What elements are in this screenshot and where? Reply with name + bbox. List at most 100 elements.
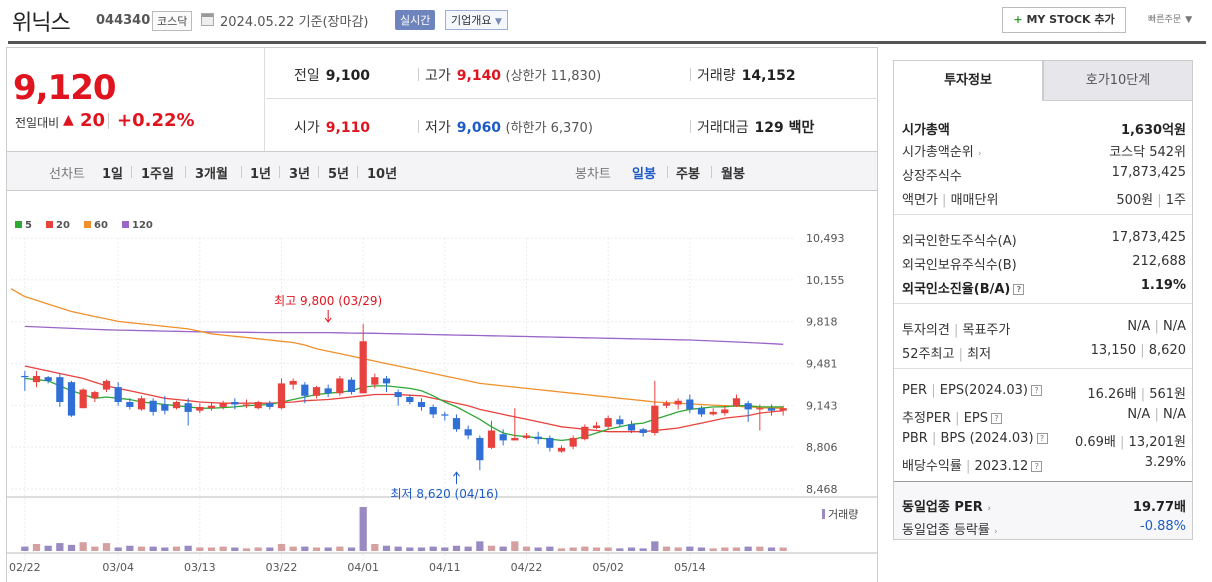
tab-order-book[interactable]: 호가10단계 [1043, 60, 1193, 101]
volume-bar [592, 547, 601, 551]
candle-body [756, 408, 764, 410]
volume-bar [371, 543, 379, 551]
candle-body [592, 425, 601, 429]
candle-tab-monthly[interactable]: 월봉 [721, 167, 745, 182]
my-stock-add-button[interactable]: + MY STOCK 추가 [1002, 7, 1126, 33]
candlestick-chart-svg[interactable]: 5 20 60 120 10,493 10,155 9,818 9,481 9,143 8,806… [7, 191, 877, 582]
candle-body [476, 437, 484, 461]
quick-order-label: 빠른주문 [1148, 15, 1182, 25]
x-tick-label: 02/22 [9, 561, 41, 574]
divider [357, 166, 358, 178]
stock-header: 위닉스 044340 코스닥 2024.05.22 기준(장마감) 실시간 기업… [8, 0, 1206, 44]
period-tab-3y[interactable]: 3년 [289, 167, 311, 182]
volume-bar [487, 545, 496, 551]
diff-label: 전일대비 [15, 116, 60, 130]
sector-rate-label: 동일업종 등락률 › [902, 519, 998, 538]
low-value: 9,060 [456, 120, 502, 136]
help-icon[interactable]: ? [1031, 461, 1043, 472]
x-tick-label: 03/04 [102, 561, 134, 574]
candle-body [161, 404, 169, 411]
candle-tab-daily[interactable]: 일봉 [632, 167, 656, 182]
y-tick-label: 8,806 [806, 441, 838, 454]
volume-bar [464, 546, 472, 551]
per-eps-value: 16.26배 | 561원 [1087, 383, 1186, 402]
target-value: N/A [1163, 319, 1186, 334]
candle-body [371, 377, 379, 385]
tab-investment-info[interactable]: 투자정보 [893, 60, 1043, 101]
volume-bar [254, 547, 262, 551]
volume-legend-label: 거래량 [828, 508, 858, 521]
divider [131, 166, 132, 178]
eps-value: 561원 [1149, 387, 1186, 402]
cap-rank-row[interactable]: 시가총액순위 › 코스닥 542위 [902, 139, 1186, 161]
period-tab-1d[interactable]: 1일 [102, 167, 124, 182]
volume-bar [44, 545, 52, 551]
foreign-hold-row: 외국인보유주식수(B) 212,688 [902, 252, 1186, 274]
help-icon[interactable]: ? [991, 413, 1002, 424]
volume: 거래량 14,152 [690, 65, 796, 85]
dividend-label: 배당수익률 | 2023.12? [902, 455, 1043, 474]
candle-body [79, 389, 87, 409]
candle-body [441, 414, 449, 416]
volume-bar [686, 546, 694, 551]
pbr-label: PBR [902, 431, 928, 446]
period-tab-1w[interactable]: 1주일 [141, 167, 174, 182]
quick-order-button[interactable]: 빠른주문 ▼ [1148, 11, 1192, 26]
candle-chart-label[interactable]: 봉차트 [575, 167, 611, 182]
divider [894, 214, 1192, 215]
sector-per-row[interactable]: 동일업종 PER › 19.77배 [902, 494, 1186, 516]
candle-tab-weekly[interactable]: 주봉 [676, 167, 700, 182]
legend-label: 60 [94, 220, 108, 231]
help-icon[interactable]: ? [1013, 284, 1025, 295]
current-price-block: 9,120 전일대비 ▲ 20 +0.22% [7, 48, 265, 151]
candle-body [779, 408, 787, 411]
opinion-row: 투자의견 | 목표주가 N/A | N/A [902, 317, 1186, 339]
candle-body [464, 429, 472, 436]
help-icon[interactable]: ? [1036, 433, 1048, 444]
realtime-button[interactable]: 실시간 [395, 10, 436, 30]
divider [894, 303, 1192, 304]
prev-close: 전일 9,100 [294, 65, 370, 85]
divider: | [931, 383, 936, 398]
pbr-row: PBR | BPS (2024.03)? 0.69배 | 13,201원 [902, 429, 1186, 451]
stock-code: 044340 [96, 13, 151, 28]
candle-body [429, 406, 437, 415]
volume-bar [674, 547, 682, 551]
volume-bar [21, 546, 29, 551]
period-tab-10y[interactable]: 10년 [367, 167, 398, 182]
high-value: 9,140 [456, 68, 502, 84]
divider [690, 68, 691, 81]
x-tick-label: 03/22 [266, 561, 298, 574]
candle-body [674, 400, 682, 405]
divider: | [1140, 387, 1146, 402]
volume-bar [394, 546, 402, 551]
divider [185, 166, 186, 178]
divider: | [1120, 435, 1125, 450]
amount-label: 거래대금 [697, 120, 749, 136]
period-tab-1y[interactable]: 1년 [250, 167, 272, 182]
divider: | [955, 411, 960, 426]
price-chart[interactable]: 5 20 60 120 10,493 10,155 9,818 9,481 9,143 8,806… [6, 191, 878, 582]
line-chart-label[interactable]: 선차트 [49, 167, 85, 182]
sector-rate-row[interactable]: 동일업종 등락률 › -0.88% [902, 517, 1186, 539]
volume-bar [207, 547, 216, 551]
volume-bar [312, 547, 321, 551]
dividend-value: 3.29% [1144, 455, 1186, 470]
help-icon[interactable]: ? [1030, 385, 1042, 396]
company-info-dropdown[interactable]: 기업개요 ▼ [445, 10, 508, 30]
divider: | [1157, 193, 1162, 208]
price-rate: +0.22% [117, 110, 195, 131]
volume-bar [196, 547, 204, 551]
candle-body [616, 419, 624, 425]
volume-bar [779, 547, 787, 551]
per-row: PER | EPS(2024.03)? 16.26배 | 561원 [902, 381, 1186, 403]
trade-amount: 거래대금 129 백만 [690, 117, 814, 137]
volume-bar [756, 546, 764, 551]
candle-body [172, 401, 181, 409]
face-unit-value: 500원 | 1주 [1116, 189, 1186, 208]
period-tab-3m[interactable]: 3개월 [195, 167, 228, 182]
candle-body [67, 382, 76, 416]
volume-bar [441, 547, 449, 551]
volume-value: 14,152 [741, 68, 796, 84]
period-tab-5y[interactable]: 5년 [328, 167, 350, 182]
